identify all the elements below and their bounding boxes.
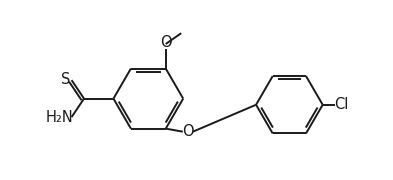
Text: S: S: [61, 72, 71, 87]
Text: Cl: Cl: [334, 97, 349, 112]
Text: H₂N: H₂N: [46, 110, 74, 125]
Text: O: O: [160, 35, 172, 50]
Text: O: O: [182, 124, 193, 139]
